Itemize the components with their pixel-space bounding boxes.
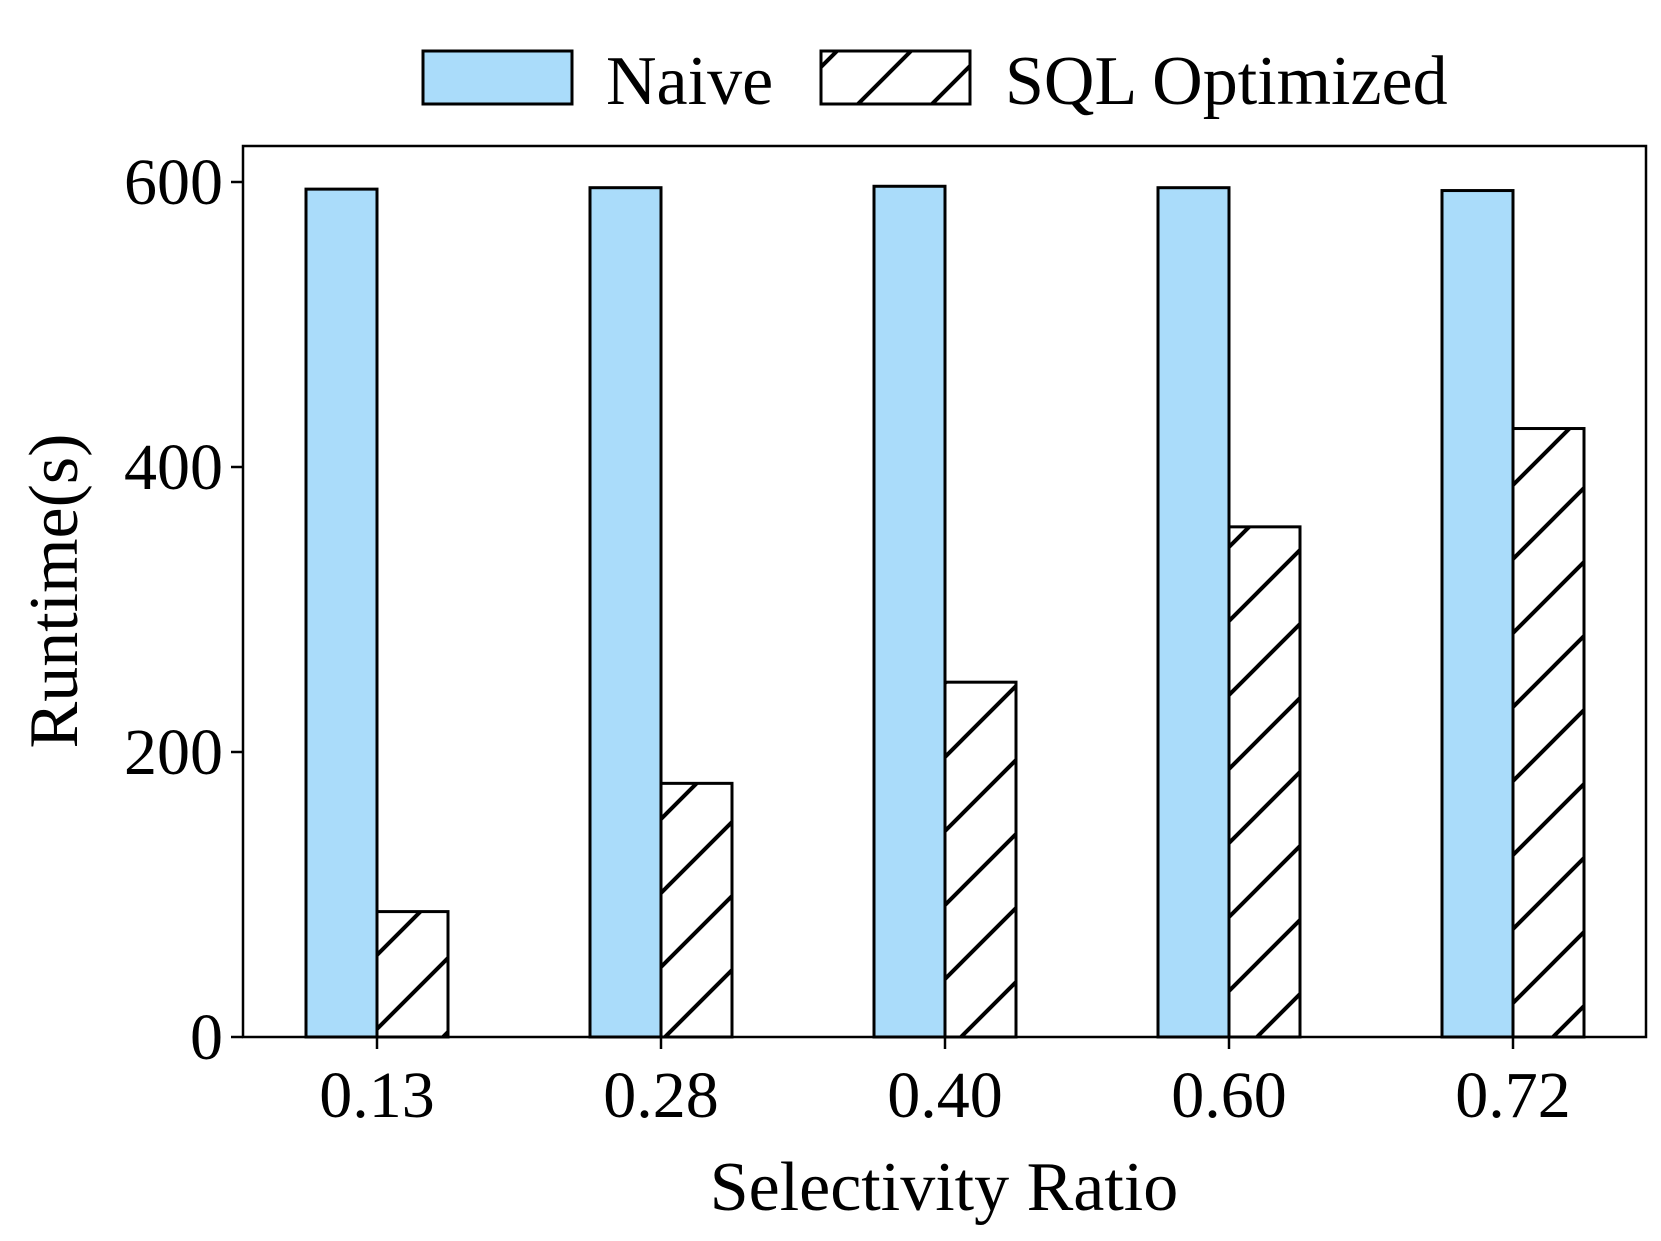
bar-naive-0_40 [872,184,947,1039]
y-tick-label: 200 [124,716,223,789]
y-axis: 0 200 400 600 [124,146,243,1074]
x-axis: 0.13 0.28 0.40 0.60 0.72 [319,1037,1571,1132]
bar-sql-optimized-0_28 [659,781,734,1039]
bars-layer [304,184,1586,1039]
x-tick-label: 0.40 [887,1059,1003,1132]
x-tick-label: 0.60 [1171,1059,1287,1132]
y-tick-label: 400 [124,431,223,504]
y-tick-label: 0 [190,1001,223,1074]
bar-sql-optimized-0_40 [943,680,1018,1039]
bar-naive-0_72 [1440,189,1515,1039]
bar-sql-optimized-0_13 [375,910,450,1039]
bar-naive-0_13 [304,187,379,1039]
legend-label-sql-optimized: SQL Optimized [1005,43,1448,120]
x-tick-label: 0.72 [1455,1059,1571,1132]
y-tick-label: 600 [124,146,223,219]
bar-sql-optimized-0_60 [1227,525,1302,1039]
bar-sql-optimized-0_72 [1511,427,1586,1039]
bar-naive-0_28 [588,186,663,1039]
x-tick-label: 0.13 [319,1059,435,1132]
x-tick-label: 0.28 [603,1059,719,1132]
legend-swatch-naive [421,49,574,106]
x-axis-label: Selectivity Ratio [710,1149,1179,1226]
legend-swatch-sql-optimized [819,49,972,106]
legend: Naive SQL Optimized [421,43,1448,120]
bar-naive-0_60 [1156,186,1231,1039]
legend-label-naive: Naive [606,43,773,120]
y-axis-label: Runtime(s) [16,434,93,749]
